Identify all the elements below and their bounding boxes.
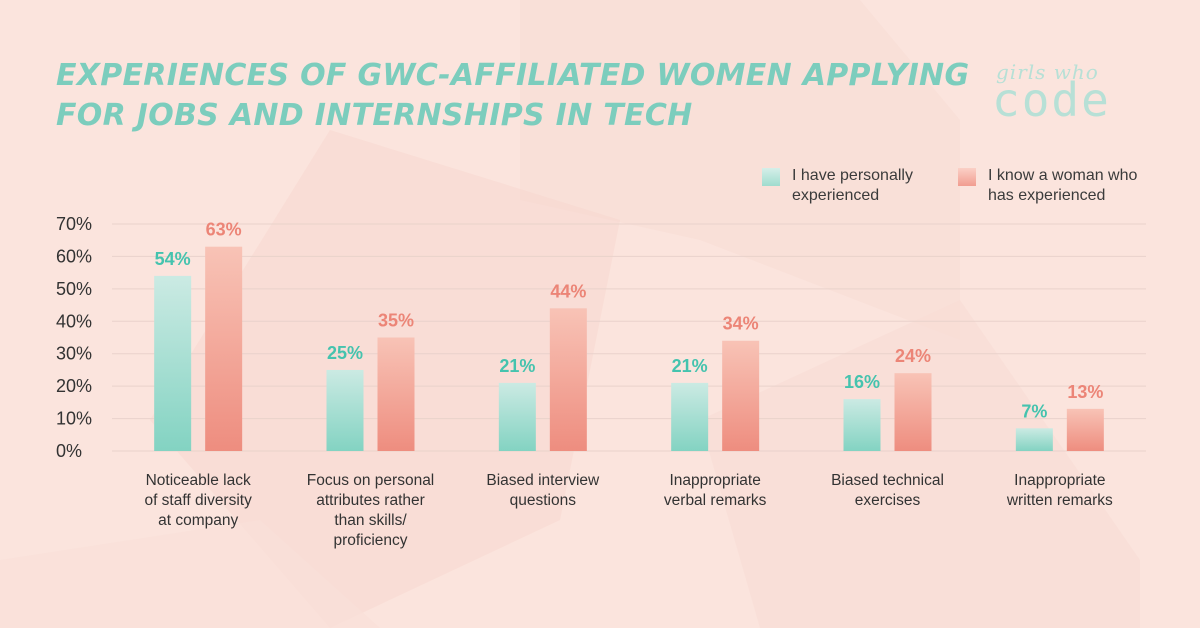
bar-personal <box>326 369 364 451</box>
data-label-personal: 16% <box>844 372 880 392</box>
data-label-know-woman: 34% <box>723 314 759 334</box>
bar-know-woman <box>1066 408 1104 451</box>
bar-personal <box>1015 428 1053 451</box>
x-category-label: written remarks <box>1006 492 1113 509</box>
x-category-label: Biased technical <box>831 472 944 489</box>
data-label-know-woman: 44% <box>550 281 586 301</box>
bar-know-woman <box>894 373 932 451</box>
x-category-label: Focus on personal <box>307 472 435 489</box>
x-category-label: proficiency <box>333 532 407 549</box>
x-category-label: exercises <box>855 492 921 509</box>
bar-personal <box>498 382 536 451</box>
y-tick-label: 50% <box>56 279 92 299</box>
x-category-label: at company <box>158 512 238 529</box>
legend-swatch-teal <box>762 168 780 186</box>
legend-swatch-coral <box>958 168 976 186</box>
data-label-know-woman: 35% <box>378 311 414 331</box>
y-tick-label: 30% <box>56 344 92 364</box>
y-tick-label: 40% <box>56 311 92 331</box>
legend-item-personal: I have personally experienced <box>762 166 942 206</box>
data-label-personal: 21% <box>672 356 708 376</box>
data-label-personal: 25% <box>327 343 363 363</box>
x-category-label: verbal remarks <box>664 492 767 509</box>
data-label-know-woman: 24% <box>895 346 931 366</box>
logo-word-text: code <box>992 73 1111 127</box>
bar-know-woman <box>377 337 415 451</box>
legend-item-know-woman: I know a woman who has experienced <box>958 166 1138 206</box>
y-tick-label: 60% <box>56 246 92 266</box>
data-label-know-woman: 63% <box>206 220 242 240</box>
girls-who-code-logo: girls who code <box>992 60 1150 130</box>
bar-know-woman <box>205 246 243 451</box>
logo-script-text: girls who <box>996 60 1099 84</box>
y-tick-label: 20% <box>56 376 92 396</box>
x-category-label: than skills/ <box>334 512 407 529</box>
x-category-label: questions <box>510 492 577 509</box>
x-category-label: Biased interview <box>486 472 600 489</box>
legend-label-know-woman: I know a woman who has experienced <box>988 167 1138 204</box>
y-tick-label: 0% <box>56 441 82 461</box>
bar-know-woman <box>549 308 587 451</box>
chart-title-line-1: EXPERIENCES OF GWC-AFFILIATED WOMEN APPL… <box>56 58 970 93</box>
x-category-label: attributes rather <box>316 492 425 509</box>
data-label-personal: 21% <box>499 356 535 376</box>
bar-personal <box>843 399 881 451</box>
bar-know-woman <box>722 340 760 451</box>
x-category-label: Noticeable lack <box>146 472 251 489</box>
chart-title-line-2: FOR JOBS AND INTERNSHIPS IN TECH <box>56 98 693 133</box>
x-category-label: of staff diversity <box>144 492 252 509</box>
legend-label-personal: I have personally experienced <box>792 167 913 204</box>
data-label-personal: 7% <box>1021 401 1047 421</box>
chart-title: EXPERIENCES OF GWC-AFFILIATED WOMEN APPL… <box>56 56 969 136</box>
y-tick-label: 10% <box>56 409 92 429</box>
x-category-label: Inappropriate <box>669 472 760 489</box>
data-label-personal: 54% <box>155 249 191 269</box>
x-category-label: Inappropriate <box>1014 472 1105 489</box>
bar-personal <box>671 382 709 451</box>
bar-personal <box>154 275 192 451</box>
data-label-know-woman: 13% <box>1067 382 1103 402</box>
y-tick-label: 70% <box>56 214 92 234</box>
